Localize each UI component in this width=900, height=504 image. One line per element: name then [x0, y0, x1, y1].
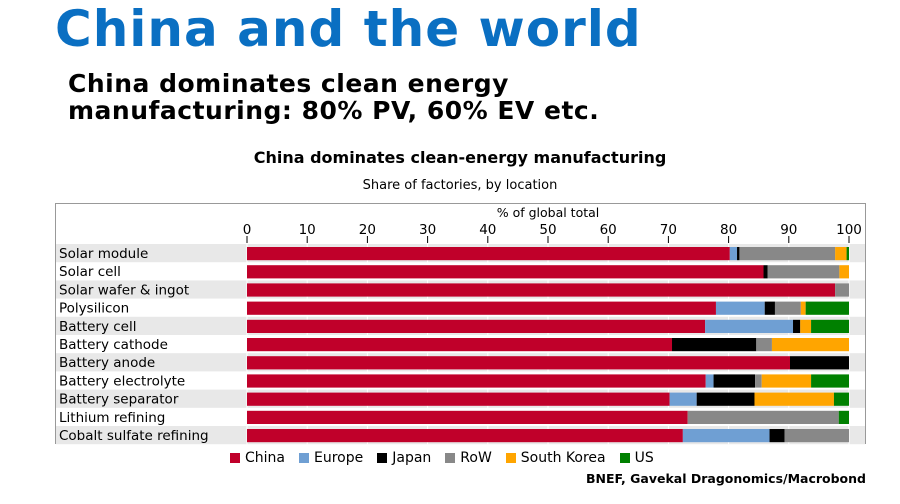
category-label: Lithium refining	[59, 410, 165, 426]
bar-segment-china	[247, 301, 716, 315]
bar-segment-row	[767, 265, 840, 279]
bar-segment-row	[755, 374, 762, 388]
x-tick-label: 20	[359, 222, 376, 238]
bar-segment-japan	[769, 429, 785, 443]
bar-segment-japan	[696, 392, 755, 406]
bar-segment-japan	[763, 265, 768, 279]
bar-segment-china	[247, 374, 706, 388]
subtitle-line-1: China dominates clean energy	[68, 69, 509, 98]
subtitle-line-2: manufacturing: 80% PV, 60% EV etc.	[68, 96, 600, 125]
bar-segment-japan	[713, 374, 756, 388]
legend-item: South Korea	[505, 450, 606, 466]
bar-segment-china	[247, 392, 670, 406]
bar-segment-europe	[729, 247, 738, 261]
bar-segment-south-korea	[754, 392, 834, 406]
bar-segment-japan	[793, 319, 801, 333]
bar-segment-us	[811, 374, 849, 388]
bar-segment-us	[846, 247, 849, 261]
legend-item: Europe	[299, 450, 363, 466]
bar-segment-europe	[705, 374, 714, 388]
bar-segment-south-korea	[800, 319, 812, 333]
bar-segment-row	[774, 301, 801, 315]
category-label: Battery electrolyte	[59, 373, 185, 389]
legend-swatch	[299, 453, 309, 463]
bar-segment-row	[739, 247, 836, 261]
legend-label: Japan	[392, 450, 432, 466]
category-label: Battery separator	[59, 392, 179, 408]
bar-segment-europe	[669, 392, 697, 406]
slide-subtitle: China dominates clean energy manufacturi…	[68, 70, 599, 124]
legend-item: Japan	[377, 450, 431, 466]
bar-segment-us	[811, 319, 849, 333]
bar-segment-japan	[737, 247, 740, 261]
bar-segment-row	[784, 429, 849, 443]
category-label: Battery cathode	[59, 337, 168, 353]
category-label: Polysilicon	[59, 301, 129, 317]
x-tick-label: 80	[720, 222, 737, 238]
bar-segment-row	[687, 410, 839, 424]
bar-segment-china	[247, 356, 791, 370]
legend-label: China	[245, 450, 285, 466]
bar-segment-south-korea	[835, 247, 847, 261]
bar-segment-china	[247, 410, 688, 424]
category-label: Battery cell	[59, 319, 137, 335]
chart-title: China dominates clean-energy manufacturi…	[253, 148, 667, 167]
bar-segment-row	[756, 338, 772, 352]
legend-swatch	[619, 453, 630, 463]
x-tick-label: 60	[600, 222, 617, 238]
legend-swatch	[445, 453, 456, 463]
bar-segment-us	[833, 392, 849, 406]
legend-swatch	[230, 453, 240, 463]
category-label: Solar wafer & ingot	[59, 282, 189, 298]
x-tick-label: 50	[539, 222, 556, 238]
category-label: Cobalt sulfate refining	[59, 428, 209, 444]
bar-segment-china	[247, 247, 730, 261]
legend-label: Europe	[314, 450, 364, 466]
legend-swatch	[505, 453, 516, 463]
bar-segment-us	[838, 410, 849, 424]
bar-segment-china	[247, 283, 836, 297]
legend-label: US	[634, 450, 654, 466]
bar-segment-japan	[672, 338, 757, 352]
legend-item: RoW	[445, 450, 492, 466]
legend: China Europe Japan RoW South Korea US	[230, 450, 654, 466]
x-tick-label: 0	[243, 222, 252, 238]
bar-segment-china	[247, 338, 673, 352]
bar-segment-us	[805, 301, 849, 315]
legend-label: South Korea	[520, 450, 606, 466]
legend-item: China	[230, 450, 285, 466]
bar-segment-china	[247, 429, 683, 443]
bar-segment-south-korea	[839, 265, 849, 279]
x-tick-label: 30	[419, 222, 436, 238]
legend-label: RoW	[460, 450, 492, 466]
bar-segment-japan	[764, 301, 775, 315]
bar-segment-south-korea	[771, 338, 849, 352]
x-tick-label: 70	[660, 222, 677, 238]
bar-segment-south-korea	[800, 301, 806, 315]
slide-title: China and the world	[55, 0, 642, 58]
bar-segment-china	[247, 265, 764, 279]
source-note: BNEF, Gavekal Dragonomics/Macrobond	[585, 471, 866, 486]
category-label: Solar module	[59, 246, 148, 262]
bar-segment-china	[247, 319, 706, 333]
x-tick-label: 90	[780, 222, 797, 238]
x-tick-label: 100	[836, 222, 862, 238]
x-tick-label: 40	[479, 222, 496, 238]
chart-subtitle: Share of factories, by location	[362, 178, 558, 193]
legend-item: US	[619, 450, 654, 466]
bar-segment-south-korea	[761, 374, 812, 388]
bar-segment-row	[835, 283, 849, 297]
category-label: Battery anode	[59, 355, 155, 371]
x-tick-label: 10	[299, 222, 316, 238]
bar-segment-europe	[705, 319, 794, 333]
category-label: Solar cell	[59, 264, 121, 280]
bar-segment-japan	[790, 356, 849, 370]
bar-segment-europe	[682, 429, 770, 443]
legend-swatch	[377, 453, 388, 463]
x-axis-label: % of global total	[496, 205, 600, 220]
bar-segment-europe	[715, 301, 765, 315]
